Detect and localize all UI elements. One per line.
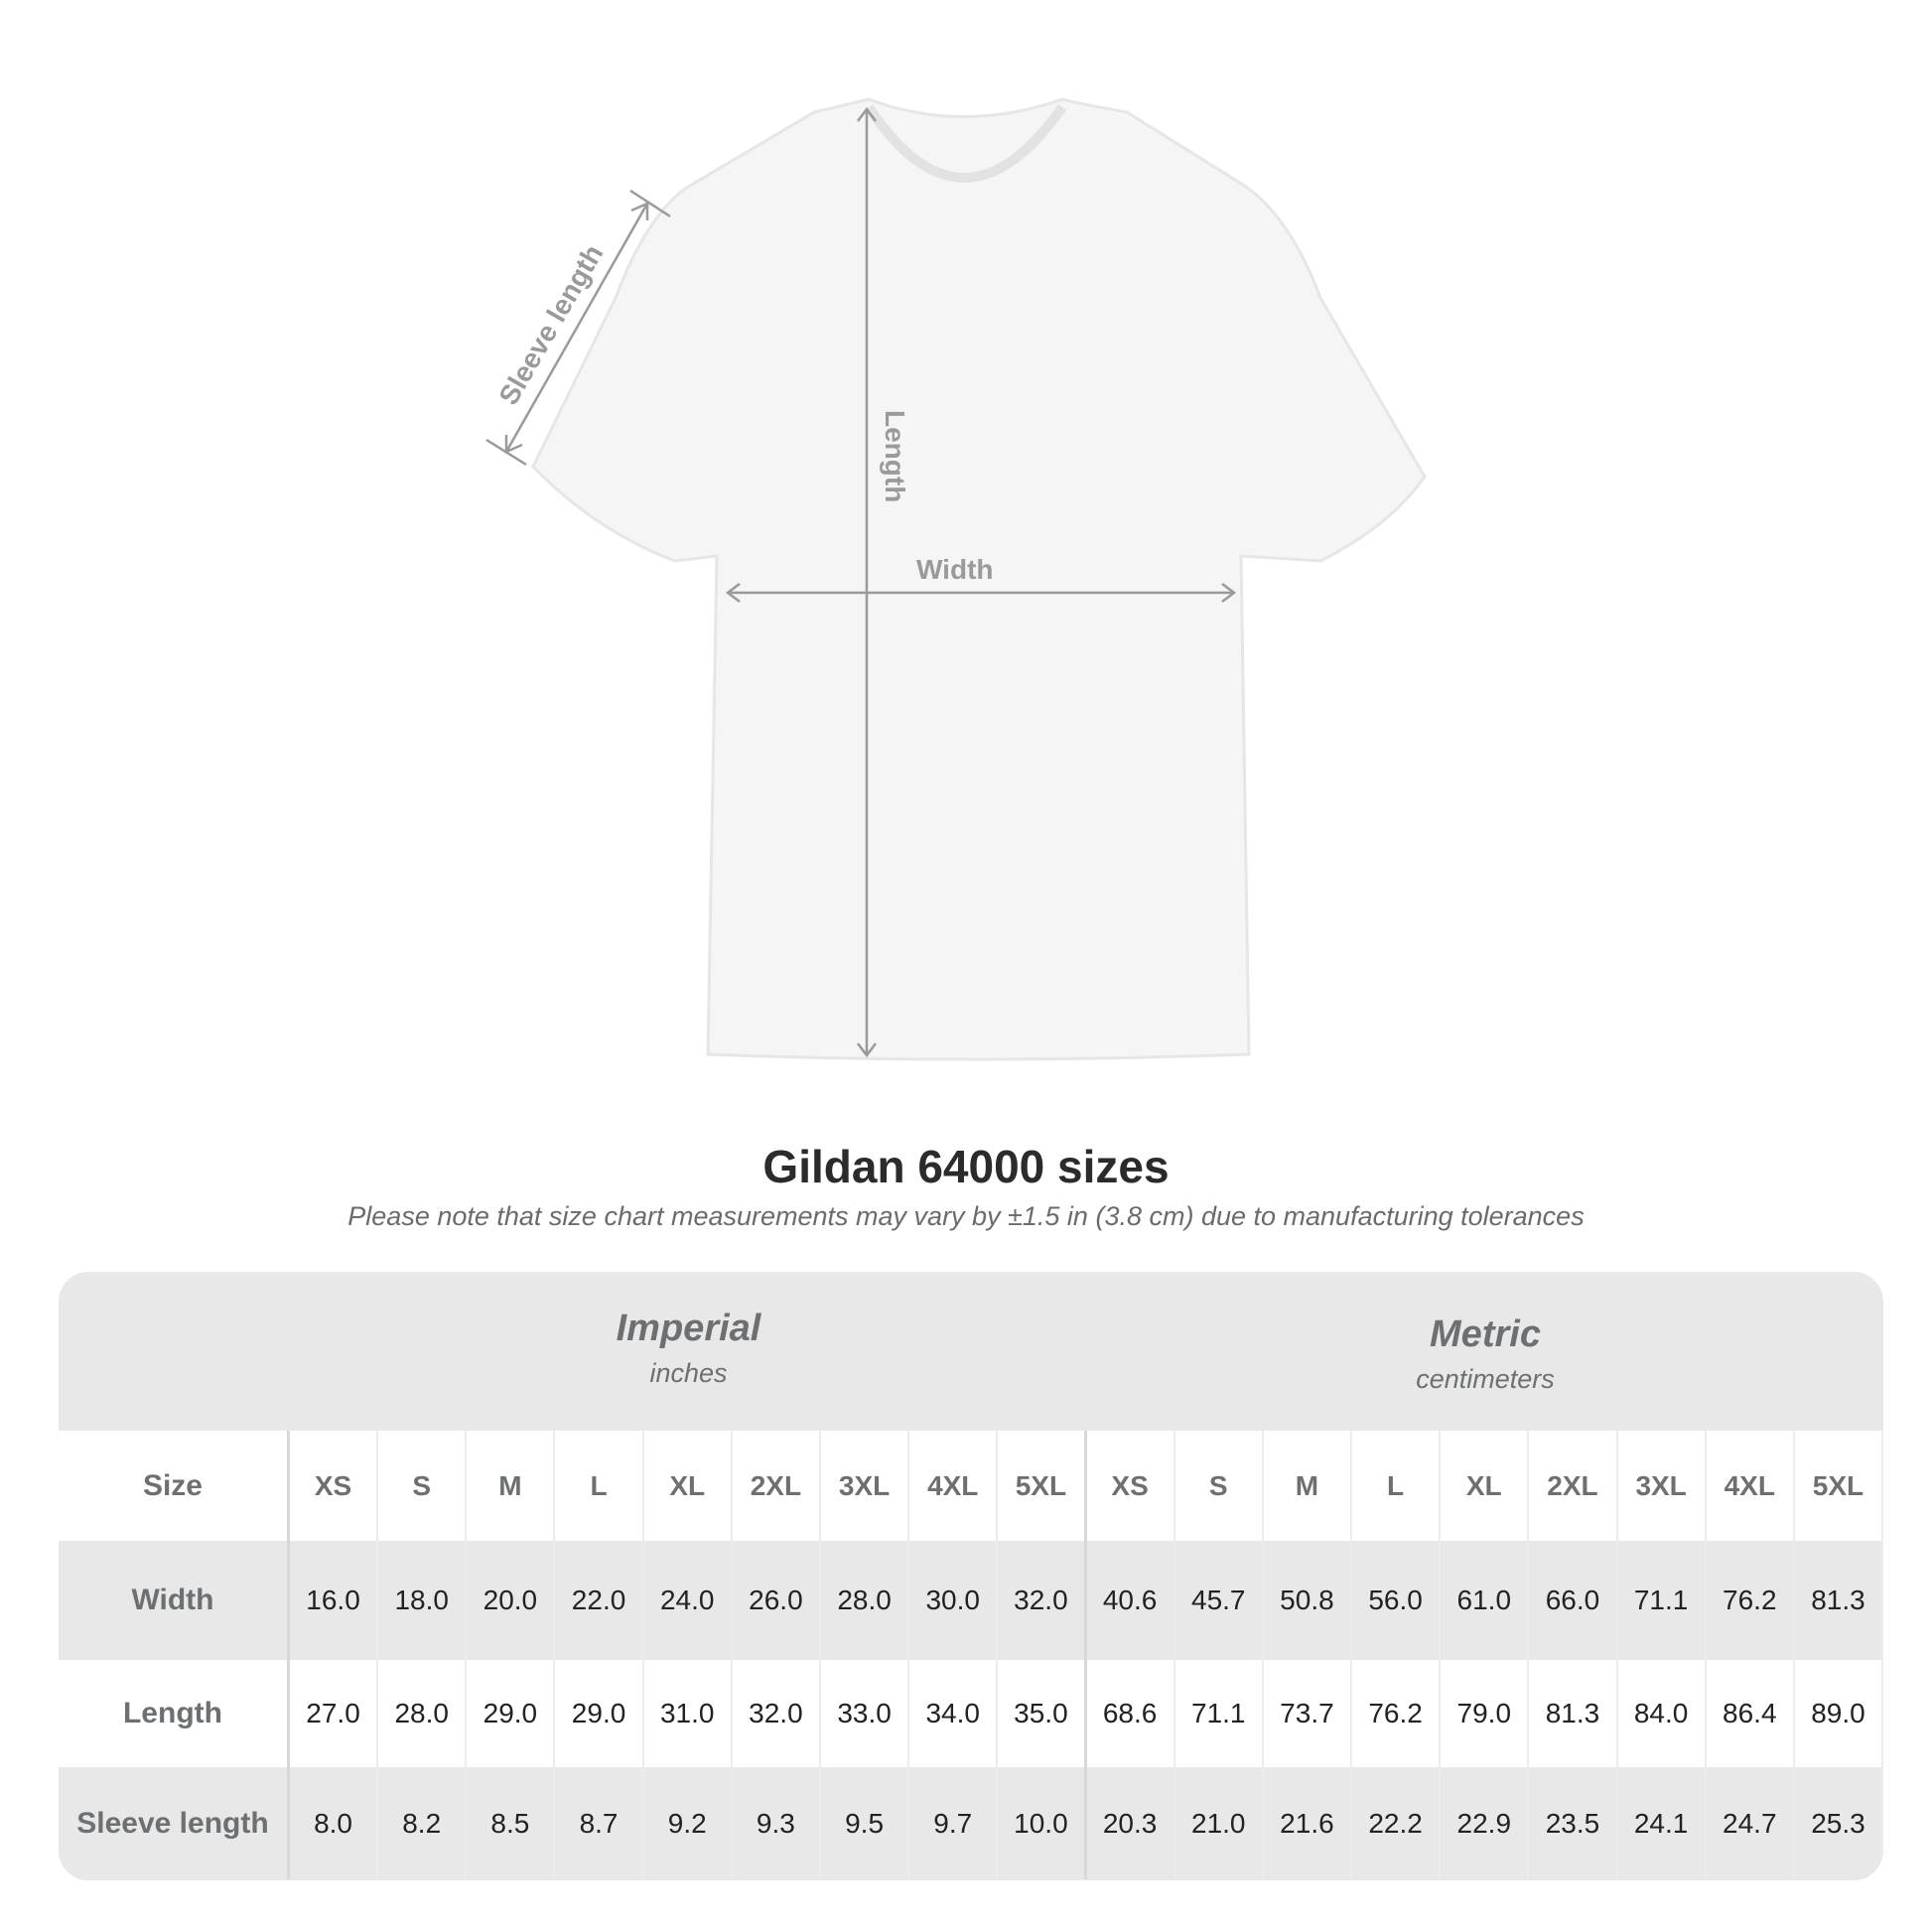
imperial-cell: 27.0 — [290, 1660, 379, 1767]
metric-cell: 86.4 — [1707, 1660, 1795, 1767]
metric-cell: 5XL — [1795, 1431, 1883, 1541]
metric-cell: 40.6 — [1087, 1541, 1175, 1660]
metric-cell: 79.0 — [1441, 1660, 1530, 1767]
imperial-cell: 18.0 — [378, 1541, 468, 1660]
length-label: Length — [880, 410, 910, 502]
imperial-cell: 9.2 — [644, 1767, 733, 1879]
width-label: Width — [916, 554, 994, 585]
row-label: Length — [59, 1660, 290, 1767]
metric-cell: M — [1264, 1431, 1353, 1541]
metric-cell: 68.6 — [1087, 1660, 1175, 1767]
size-table: Imperial inches Metric centimeters Size X… — [59, 1272, 1883, 1880]
sleeve-arrow — [485, 189, 671, 467]
metric-cell: 76.2 — [1352, 1660, 1442, 1767]
imperial-cell: 24.0 — [644, 1541, 733, 1660]
metric-cell: 81.3 — [1529, 1660, 1618, 1767]
metric-cell: 66.0 — [1529, 1541, 1618, 1660]
imperial-cell: S — [378, 1431, 468, 1541]
imperial-title: Imperial — [616, 1308, 761, 1349]
imperial-cell: 8.2 — [378, 1767, 468, 1879]
metric-cell: 21.0 — [1175, 1767, 1264, 1879]
metric-subtitle: centimeters — [1416, 1364, 1555, 1394]
imperial-cell: 16.0 — [290, 1541, 379, 1660]
imperial-cell: 9.7 — [909, 1767, 999, 1879]
metric-cell: 84.0 — [1618, 1660, 1707, 1767]
imperial-cell: 22.0 — [555, 1541, 644, 1660]
imperial-cell: M — [467, 1431, 556, 1541]
metric-cell: 50.8 — [1264, 1541, 1353, 1660]
metric-cell: 45.7 — [1175, 1541, 1264, 1660]
metric-cell: 76.2 — [1707, 1541, 1795, 1660]
imperial-cell: 32.0 — [998, 1541, 1087, 1660]
metric-cell: 22.9 — [1441, 1767, 1530, 1879]
table-row-width: Width 16.0 18.0 20.0 22.0 24.0 26.0 28.0 30.0 32.… — [59, 1541, 1883, 1660]
metric-cell: 22.2 — [1352, 1767, 1442, 1879]
metric-title: Metric — [1430, 1313, 1541, 1355]
table-row-length: Length 27.0 28.0 29.0 29.0 31.0 32.0 33.0 34.0 35… — [59, 1660, 1883, 1767]
imperial-cell: 8.7 — [555, 1767, 644, 1879]
table-row-sleeve-length: Sleeve length 8.0 8.2 8.5 8.7 9.2 9.3 9.5 9.7 10.… — [59, 1767, 1883, 1879]
collar — [864, 104, 1067, 183]
row-label: Sleeve length — [59, 1767, 290, 1879]
metric-cell: XL — [1441, 1431, 1530, 1541]
imperial-cell: 30.0 — [909, 1541, 999, 1660]
imperial-cell: 31.0 — [644, 1660, 733, 1767]
metric-cell: XS — [1087, 1431, 1175, 1541]
metric-cell: 61.0 — [1441, 1541, 1530, 1660]
metric-cell: 24.1 — [1618, 1767, 1707, 1879]
metric-cell: 89.0 — [1795, 1660, 1883, 1767]
imperial-cell: 29.0 — [467, 1660, 556, 1767]
imperial-cell: 5XL — [998, 1431, 1087, 1541]
imperial-cell: 34.0 — [909, 1660, 999, 1767]
length-arrow — [857, 106, 877, 1058]
metric-cell: 24.7 — [1707, 1767, 1795, 1879]
metric-cell: 81.3 — [1795, 1541, 1883, 1660]
metric-cell: 71.1 — [1618, 1541, 1707, 1660]
imperial-cell: 8.5 — [467, 1767, 556, 1879]
metric-cell: 4XL — [1707, 1431, 1795, 1541]
imperial-cell: 29.0 — [555, 1660, 644, 1767]
imperial-cell: 26.0 — [733, 1541, 821, 1660]
metric-cell: 20.3 — [1087, 1767, 1175, 1879]
tolerance-note: Please note that size chart measurements… — [347, 1201, 1585, 1231]
metric-cell: 56.0 — [1352, 1541, 1442, 1660]
imperial-cell: L — [555, 1431, 644, 1541]
metric-cell: 71.1 — [1175, 1660, 1264, 1767]
metric-cell: 21.6 — [1264, 1767, 1353, 1879]
metric-cell: 2XL — [1529, 1431, 1618, 1541]
page-title: Gildan 64000 sizes — [762, 1141, 1170, 1192]
row-label: Size — [59, 1431, 290, 1541]
size-header-row: Size XS S M L XL 2XL 3XL 4XL 5XL XS S M L XL 2XL 3XL 4XL 5… — [59, 1431, 1883, 1541]
imperial-cell: 4XL — [909, 1431, 999, 1541]
width-arrow — [725, 583, 1237, 603]
imperial-cell: 2XL — [733, 1431, 821, 1541]
imperial-cell: 8.0 — [290, 1767, 379, 1879]
metric-cell: S — [1175, 1431, 1264, 1541]
metric-cell: 23.5 — [1529, 1767, 1618, 1879]
imperial-cell: 28.0 — [378, 1660, 468, 1767]
imperial-header: Imperial inches — [290, 1272, 1087, 1431]
imperial-cell: 35.0 — [998, 1660, 1087, 1767]
imperial-cell: 32.0 — [733, 1660, 821, 1767]
imperial-cell: 9.3 — [733, 1767, 821, 1879]
tshirt-diagram: Sleeve length Length Width — [485, 97, 1427, 1061]
row-label: Width — [59, 1541, 290, 1660]
metric-cell: 3XL — [1618, 1431, 1707, 1541]
imperial-cell: 33.0 — [821, 1660, 910, 1767]
imperial-subtitle: inches — [649, 1358, 728, 1388]
metric-cell: 25.3 — [1795, 1767, 1883, 1879]
imperial-cell: XS — [290, 1431, 379, 1541]
imperial-cell: 3XL — [821, 1431, 910, 1541]
imperial-cell: 20.0 — [467, 1541, 556, 1660]
imperial-cell: 10.0 — [998, 1767, 1087, 1879]
metric-header: Metric centimeters — [1087, 1272, 1883, 1431]
tshirt-shape — [531, 97, 1427, 1061]
imperial-cell: 9.5 — [821, 1767, 910, 1879]
imperial-cell: XL — [644, 1431, 733, 1541]
metric-cell: L — [1352, 1431, 1442, 1541]
metric-cell: 73.7 — [1264, 1660, 1353, 1767]
imperial-cell: 28.0 — [821, 1541, 910, 1660]
